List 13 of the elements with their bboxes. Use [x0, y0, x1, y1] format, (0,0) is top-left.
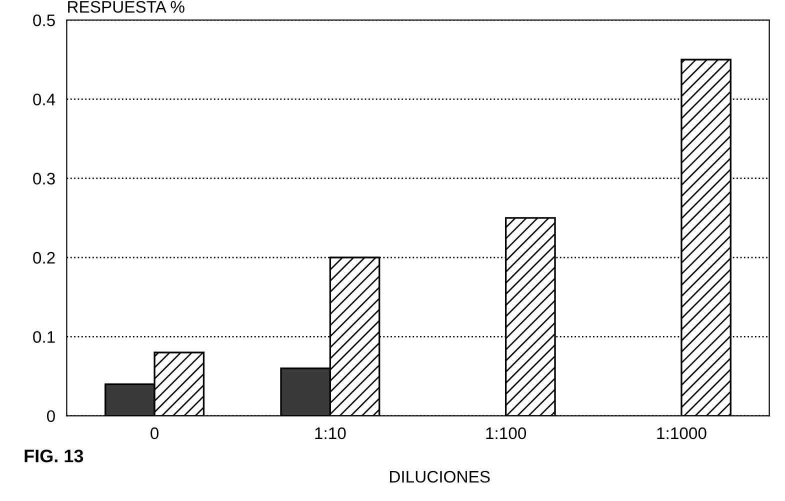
x-tick-label: 1:100	[486, 427, 526, 440]
y-tick-label: 0.5	[33, 14, 55, 26]
y-tick-label: 0.4	[33, 94, 56, 106]
y-axis-title: RESPUESTA %	[68, 0, 184, 13]
y-tick-label: 0.3	[33, 172, 55, 185]
x-tick-label: 1:10	[315, 427, 346, 440]
y-tick-label: 0.1	[33, 331, 55, 343]
x-axis-title: DILUCIONES	[390, 470, 490, 483]
y-tick-label: 0.2	[33, 252, 55, 264]
x-tick-label: 0	[150, 427, 159, 440]
y-tick-label: 0	[46, 410, 55, 422]
caption: FIG. 13	[24, 450, 84, 462]
x-tick-label: 1:1000	[657, 427, 706, 440]
